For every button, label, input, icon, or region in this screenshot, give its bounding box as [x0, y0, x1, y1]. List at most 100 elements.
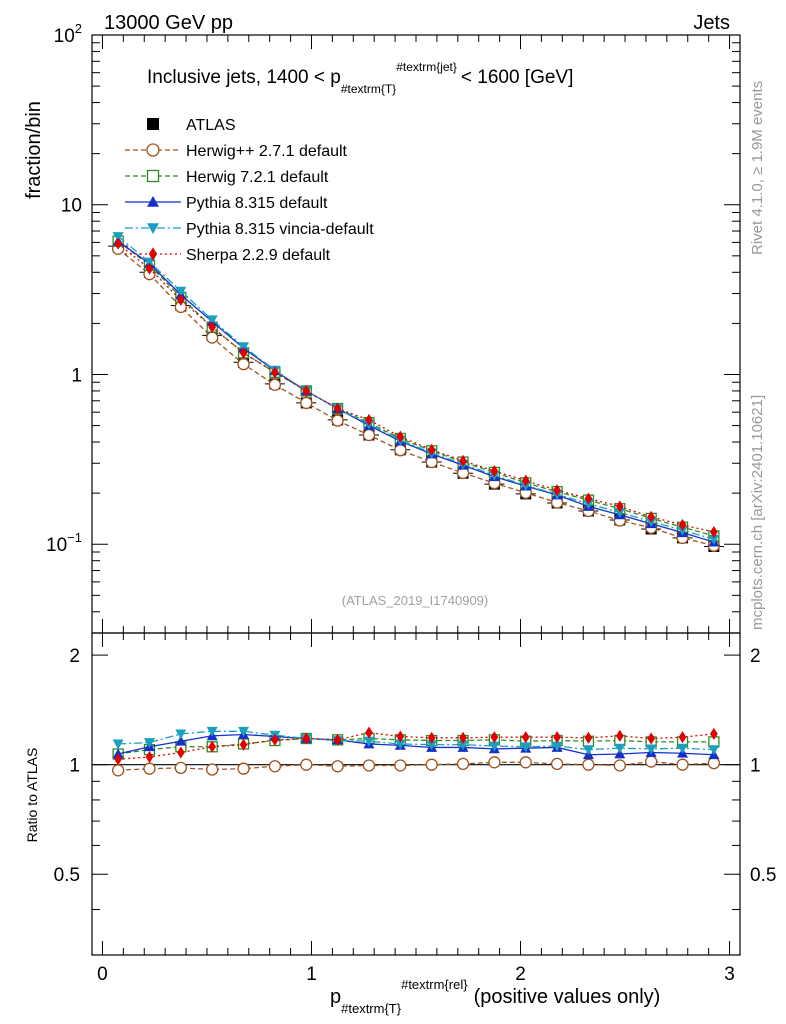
- data-marker: [206, 763, 219, 776]
- data-marker: [647, 732, 656, 745]
- data-marker: [584, 731, 593, 744]
- data-marker: [521, 731, 530, 744]
- data-marker: [710, 727, 718, 740]
- legend: ATLAS Herwig++ 2.7.1 default Herwig 7.2.1 …: [125, 117, 374, 264]
- y-tick-label-top: 102: [54, 21, 82, 47]
- data-marker: [143, 762, 156, 775]
- data-marker: [456, 757, 470, 771]
- x-tick-label: 0: [97, 964, 108, 985]
- series-atlas: [108, 240, 724, 552]
- data-marker: [394, 444, 407, 457]
- data-marker: [584, 492, 593, 505]
- data-marker: [114, 753, 122, 766]
- series-line: [117, 240, 715, 537]
- series-pythia-8-315-default: [112, 235, 720, 547]
- data-marker: [365, 413, 373, 426]
- plot-title: Inclusive jets, 1400 < p#textrm{T}#textr…: [147, 60, 573, 96]
- ratio-tick-label-right: 0.5: [750, 865, 776, 886]
- data-marker: [176, 746, 185, 759]
- data-marker: [426, 740, 438, 751]
- title-main: Inclusive jets, 1400 < p: [147, 67, 341, 88]
- data-marker: [114, 237, 122, 250]
- data-marker: [676, 758, 689, 771]
- data-marker: [112, 232, 124, 243]
- y-tick-base: 1: [71, 365, 82, 386]
- legend-entry-1: Herwig 7.2.1 default: [125, 169, 329, 186]
- legend-entry-3: Pythia 8.315 vincia-default: [125, 221, 374, 238]
- ratio-tick-label-left: 1: [69, 756, 80, 777]
- data-marker: [427, 443, 436, 456]
- data-marker: [302, 732, 311, 745]
- series-herwig-7-2-1-default: [112, 235, 720, 542]
- data-marker: [111, 764, 125, 777]
- data-marker: [147, 223, 159, 234]
- xlabel-tail: (positive values only): [474, 986, 661, 1008]
- data-marker: [362, 759, 376, 772]
- data-marker: [365, 726, 373, 739]
- series-pythia-8-315-vincia-default: [112, 232, 720, 545]
- data-marker: [394, 759, 407, 772]
- data-marker: [678, 731, 687, 744]
- y-tick-base: 10: [61, 196, 82, 217]
- data-marker: [206, 726, 218, 737]
- data-marker: [148, 247, 158, 261]
- data-marker: [239, 346, 248, 359]
- data-marker: [678, 518, 687, 531]
- y-axis-label-ratio: Ratio to ATLAS: [24, 748, 40, 843]
- data-marker: [457, 740, 469, 751]
- data-marker: [143, 738, 155, 749]
- mcplots-label: mcplots.cern.ch [arXiv:2401.10621]: [749, 395, 766, 630]
- data-marker: [237, 358, 250, 371]
- data-marker: [145, 262, 154, 275]
- ratio-tick-label-left: 2: [69, 646, 80, 667]
- data-marker: [396, 430, 405, 443]
- y-tick-label-top: 1: [71, 365, 82, 386]
- series-herwig-2-7-1-default: [111, 242, 721, 552]
- ratio-line: [117, 733, 714, 756]
- legend-entry-4: Sherpa 2.2.9 default: [125, 247, 331, 264]
- x-tick-label: 3: [724, 964, 735, 985]
- data-marker: [146, 169, 160, 183]
- data-marker: [362, 428, 376, 442]
- data-marker: [300, 396, 313, 410]
- data-marker: [490, 731, 499, 744]
- data-marker: [550, 757, 564, 771]
- data-marker: [710, 525, 718, 539]
- legend-label: Pythia 8.315 default: [186, 195, 328, 212]
- data-marker: [614, 508, 626, 518]
- data-marker: [300, 758, 313, 771]
- data-marker: [145, 750, 154, 764]
- x-tick-label: 1: [306, 964, 317, 985]
- data-marker: [582, 758, 595, 771]
- title-tail: < 1600 [GeV]: [461, 67, 574, 88]
- data-marker: [488, 756, 501, 769]
- legend-label: Sherpa 2.2.9 default: [186, 247, 331, 264]
- ratio-tick-label-right: 1: [750, 756, 761, 777]
- ratio-herwig-2-7-1-default: [111, 755, 721, 777]
- data-marker: [707, 756, 721, 770]
- header-process: Jets: [693, 12, 730, 34]
- data-marker: [459, 731, 467, 744]
- data-marker: [147, 118, 159, 130]
- legend-entry-0: Herwig++ 2.7.1 default: [125, 143, 348, 160]
- data-marker: [613, 759, 626, 772]
- data-marker: [551, 741, 563, 752]
- data-marker: [521, 474, 530, 487]
- data-marker: [520, 742, 532, 753]
- data-marker: [427, 731, 436, 744]
- legend-label: ATLAS: [186, 117, 236, 134]
- xlabel-superscript: #textrm{rel}: [401, 977, 468, 992]
- ratio-pythia-8-315-vincia-default: [112, 726, 720, 756]
- legend-entry-2: Pythia 8.315 default: [125, 195, 328, 212]
- data-marker: [553, 484, 561, 497]
- rivet-version-label: Rivet 4.1.0, ≥ 1.9M events: [749, 81, 766, 255]
- data-marker: [582, 745, 594, 756]
- series-group: [108, 232, 724, 777]
- x-axis-label: p#textrm{T} #textrm{rel} (positive values …: [330, 977, 660, 1016]
- legend-label: Herwig 7.2.1 default: [186, 169, 329, 186]
- data-marker: [708, 534, 720, 545]
- data-marker: [175, 735, 187, 746]
- y-tick-base: 10: [54, 26, 75, 47]
